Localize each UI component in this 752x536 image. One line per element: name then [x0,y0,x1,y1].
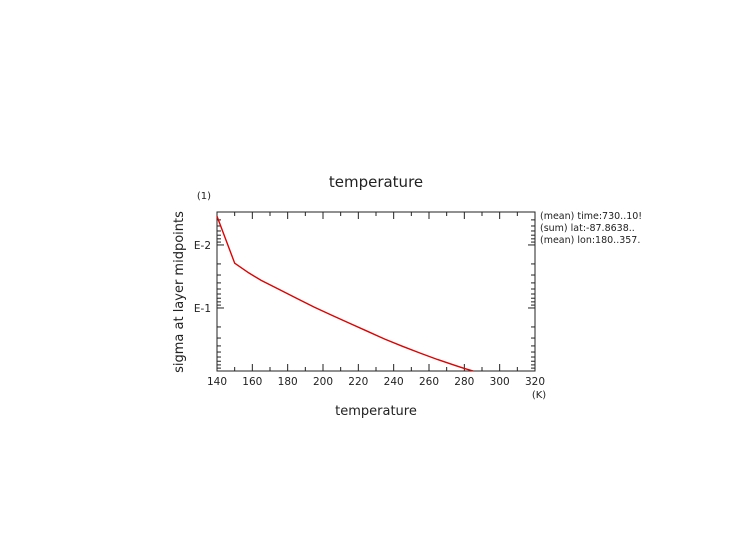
chart-title: temperature [329,173,423,191]
x-tick-label: 240 [384,376,404,388]
x-axis-label: temperature [335,404,417,419]
x-tick-label: 160 [242,376,262,388]
temperature-profile-line [216,215,474,372]
x-tick-label: 320 [525,376,545,388]
annotation-lon: (mean) lon:180..357. [540,235,640,246]
y-tick-label: E-1 [194,303,211,315]
x-tick-label: 140 [207,376,227,388]
annotation-lat: (sum) lat:-87.8638.. [540,223,635,234]
x-tick-label: 280 [454,376,474,388]
y-tick-label: E-2 [194,240,211,252]
y-unit-label: (1) [197,191,211,202]
x-tick-label: 300 [490,376,510,388]
x-unit-label: (K) [532,390,546,401]
x-tick-label: 260 [419,376,439,388]
x-tick-label: 220 [348,376,368,388]
annotation-time: (mean) time:730..10! [540,211,642,222]
x-tick-label: 200 [313,376,333,388]
y-axis-label: sigma at layer midpoints [172,211,187,373]
x-tick-label: 180 [278,376,298,388]
plot-frame [216,211,536,372]
